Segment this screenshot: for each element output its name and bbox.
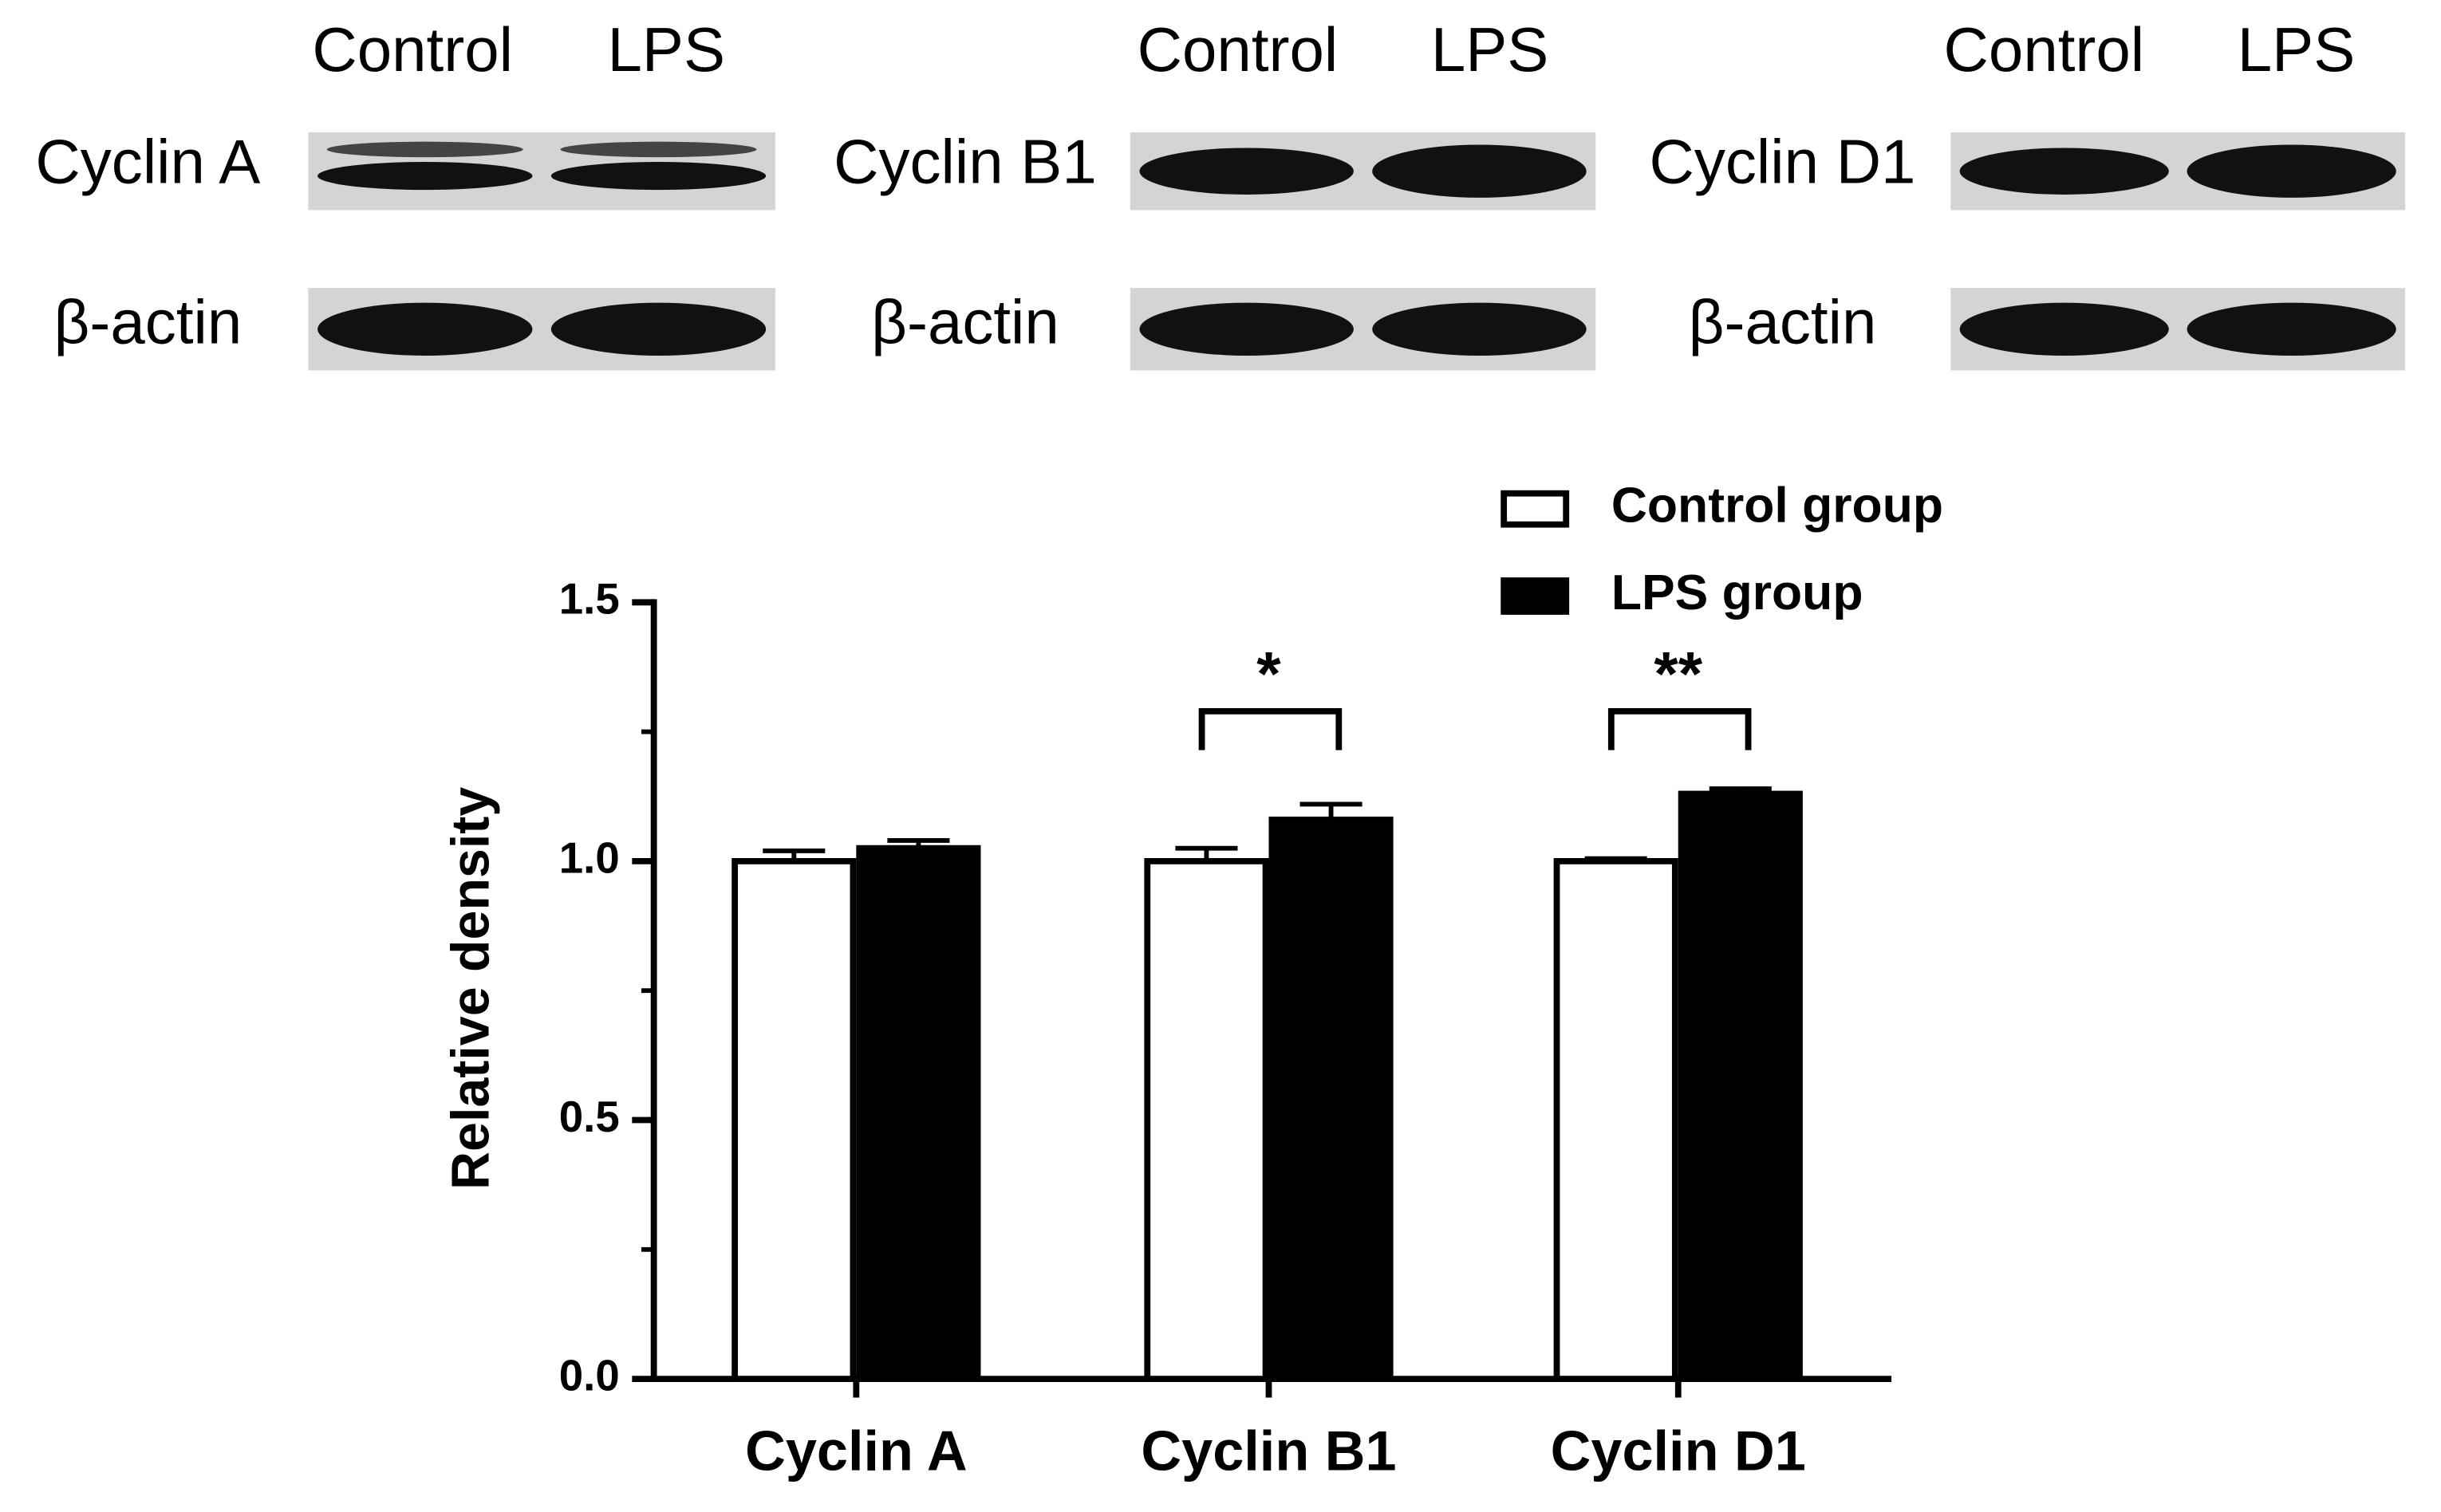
legend-label: LPS group (1611, 565, 1863, 620)
band (317, 162, 533, 191)
protein-label: Cyclin A (35, 126, 260, 196)
y-tick-label: 1.0 (559, 833, 620, 882)
lane-label: LPS (1431, 14, 1549, 85)
y-axis-label: Relative density (442, 787, 501, 1190)
protein-label: Cyclin D1 (1650, 126, 1916, 196)
protein-label: β-actin (1689, 286, 1877, 356)
protein-label: β-actin (54, 286, 243, 356)
bar (1268, 817, 1394, 1383)
protein-label: Cyclin B1 (834, 126, 1097, 196)
bar (1144, 857, 1269, 1383)
lane-label: LPS (607, 14, 725, 85)
band (1372, 144, 1587, 198)
band (560, 141, 757, 158)
x-tick-label: Cyclin D1 (1551, 1419, 1806, 1482)
band (550, 162, 767, 191)
bar (1678, 790, 1803, 1383)
significance-bracket (1198, 707, 1343, 750)
band (1372, 302, 1587, 356)
band (1959, 148, 2169, 195)
y-tick-label: 0.5 (559, 1093, 620, 1141)
protein-label: β-actin (871, 286, 1059, 356)
lane-label: Control (1944, 14, 2145, 85)
lane-label: LPS (2238, 14, 2356, 85)
band (2187, 144, 2396, 198)
bar (732, 857, 857, 1383)
bar (856, 845, 981, 1383)
legend-swatch (1500, 577, 1570, 615)
lane-label: Control (1138, 14, 1339, 85)
band (317, 302, 533, 356)
band (1959, 302, 2169, 356)
legend-swatch (1500, 490, 1570, 528)
band (326, 141, 523, 158)
band (2187, 302, 2396, 356)
lane-label: Control (312, 14, 513, 85)
band (1139, 148, 1354, 195)
band (1139, 302, 1354, 356)
x-tick-label: Cyclin A (745, 1419, 967, 1482)
bar (1553, 857, 1678, 1383)
band (550, 302, 767, 356)
significance-label: * (1256, 639, 1281, 709)
legend-label: Control group (1611, 478, 1943, 534)
x-tick-label: Cyclin B1 (1141, 1419, 1396, 1482)
significance-bracket (1607, 707, 1752, 750)
significance-label: ** (1654, 639, 1702, 709)
y-tick-label: 0.0 (559, 1352, 620, 1400)
y-tick-label: 1.5 (559, 575, 620, 624)
